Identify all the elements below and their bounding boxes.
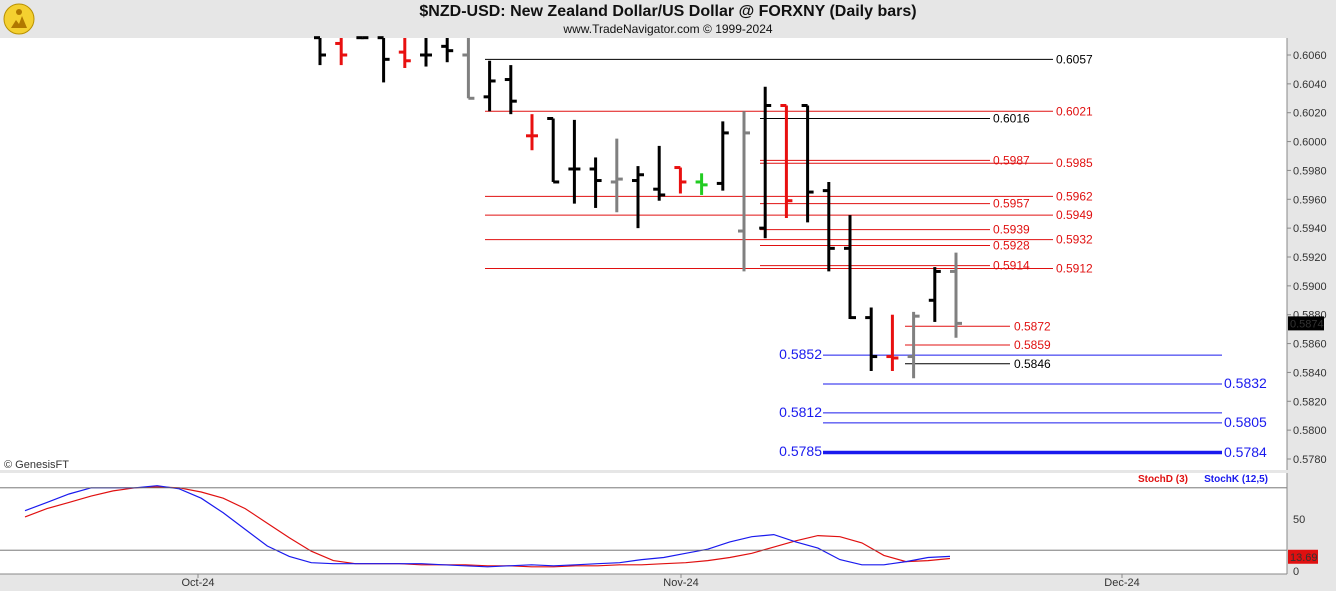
price-tick-label: 0.5820 [1293,396,1327,408]
ohlc-bar [462,38,475,100]
price-axis: 0.6060 0.6040 0.6020 0.6000 0.5980 0.5960 0.59… [1286,38,1327,470]
ohlc-bar [780,104,793,219]
ohlc-bar [844,215,856,320]
ohlc-bar [377,36,390,83]
level-label: 0.5912 [1056,262,1093,276]
level-label: 0.6057 [1056,52,1093,66]
ohlc-bar [822,181,835,272]
level-label: 0.5846 [1014,357,1051,371]
price-tick-label: 0.5920 [1293,252,1327,264]
price-tick-label: 0.5860 [1293,339,1327,351]
ohlc-bar [504,65,517,115]
ohlc-bars [314,36,962,379]
level-label: 0.5987 [993,153,1030,167]
level-label: 0.5859 [1014,338,1051,352]
ohlc-bar [632,166,644,229]
stoch-last-box [1288,549,1318,564]
stoch-last-label: 13.69 [1290,552,1318,564]
ohlc-bar [568,119,581,204]
price-tick-label: 0.6000 [1293,137,1327,149]
stoch-tick-label: 50 [1293,514,1305,526]
ohlc-bar [526,114,538,151]
level-label: 0.5805 [1224,414,1267,430]
stochastic-axis: 50 0 13.69 [0,473,1318,578]
price-pane [0,38,1287,470]
price-tick-label: 0.6040 [1293,79,1327,91]
last-price-box [1288,316,1324,331]
date-tick-label: Oct-24 [181,577,214,589]
ohlc-bar [907,311,920,379]
level-label: 0.5914 [993,259,1030,273]
price-tick-label: 0.5780 [1293,454,1327,466]
ohlc-bar [674,166,687,194]
ohlc-bar [716,121,729,191]
level-label: 0.5852 [779,346,822,362]
date-axis: Oct-24 Nov-24 Dec-24 [0,573,1287,589]
last-price-label: 0.5874 [1290,318,1324,330]
ohlc-bar [483,60,496,112]
price-tick-label: 0.6020 [1293,108,1327,120]
stoch-k-line [24,485,951,568]
chart-subtitle: www.TradeNavigator.com © 1999-2024 [563,22,773,36]
price-tick-label: 0.5800 [1293,425,1327,437]
chart-title: $NZD-USD: New Zealand Dollar/US Dollar @… [419,3,917,20]
ohlc-bar [589,157,602,208]
level-label: 0.5784 [1224,444,1267,460]
level-label: 0.5939 [993,223,1030,237]
level-label: 0.6016 [993,111,1030,125]
ohlc-bar [928,267,941,322]
level-label: 0.5957 [993,197,1030,211]
stochastic-pane [0,473,1287,574]
ohlc-bar [547,116,560,184]
stoch-k-legend: StochK (12,5) [1204,474,1268,485]
level-label: 0.5872 [1014,319,1051,333]
price-tick-label: 0.5840 [1293,367,1327,379]
level-label: 0.5928 [993,238,1030,252]
level-label: 0.5949 [1056,208,1093,222]
date-tick-label: Dec-24 [1104,577,1139,589]
level-label: 0.5932 [1056,233,1093,247]
ohlc-bar [695,173,708,195]
stoch-d-legend: StochD (3) [1138,474,1188,485]
price-tick-label: 0.5960 [1293,194,1327,206]
copyright-label: © GenesisFT [4,459,69,471]
ohlc-bar [441,38,454,63]
price-tick-label: 0.6060 [1293,50,1327,62]
ohlc-bar [865,307,878,371]
date-tick-label: Nov-24 [663,577,698,589]
ohlc-bar [335,38,348,66]
ohlc-bar [886,314,899,371]
chart-header: $NZD-USD: New Zealand Dollar/US Dollar @… [0,0,1336,38]
ohlc-bar [356,36,369,40]
ohlc-bar [398,38,411,68]
level-label: 0.5985 [1056,156,1093,170]
trader-figure-logo-icon [2,2,36,36]
price-tick-label: 0.5900 [1293,281,1327,293]
level-label: 0.5785 [779,443,822,459]
price-tick-label: 0.5940 [1293,223,1327,235]
ohlc-bar [314,36,326,66]
stoch-tick-label: 0 [1293,566,1299,578]
ohlc-bar [610,138,623,213]
level-label: 0.5812 [779,404,822,420]
ohlc-bar [653,145,666,201]
ohlc-bar [801,104,814,223]
ohlc-bar [950,252,962,338]
price-tick-label: 0.5980 [1293,165,1327,177]
ohlc-bar [420,38,432,67]
ohlc-bar [759,86,772,239]
ohlc-bar [738,111,750,272]
level-label: 0.6021 [1056,104,1093,118]
level-label: 0.5962 [1056,189,1093,203]
level-label: 0.5832 [1224,375,1267,391]
